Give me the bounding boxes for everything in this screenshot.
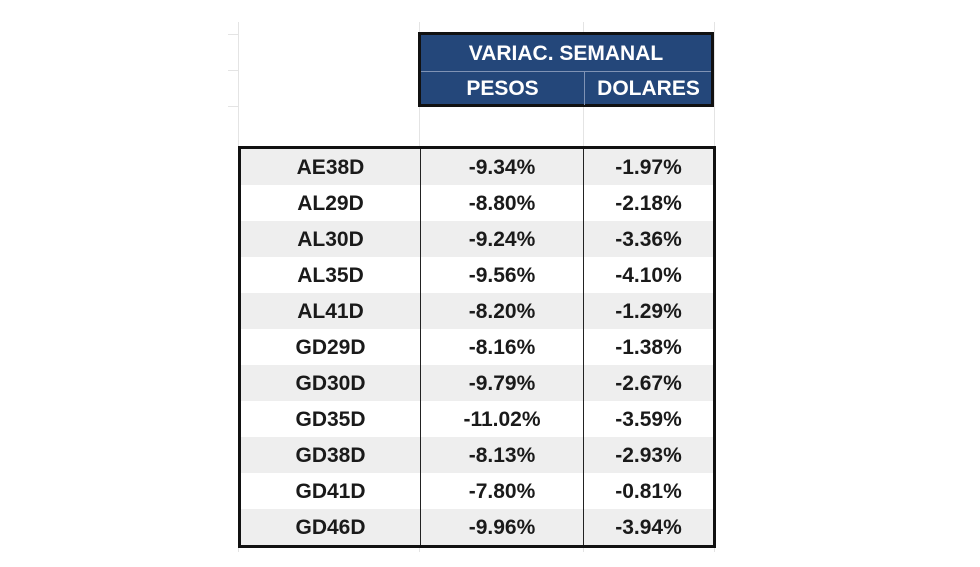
- pesos-cell: -8.80%: [421, 185, 584, 221]
- pesos-cell: -8.13%: [421, 437, 584, 473]
- pesos-cell: -8.20%: [421, 293, 584, 329]
- table-row: AL29D -8.80% -2.18%: [241, 185, 713, 221]
- table-row: AL30D -9.24% -3.36%: [241, 221, 713, 257]
- ticker-cell: AL30D: [241, 221, 421, 257]
- pesos-cell: -9.24%: [421, 221, 584, 257]
- header-title: VARIAC. SEMANAL: [421, 35, 711, 72]
- ticker-cell: GD38D: [241, 437, 421, 473]
- dolares-cell: -2.67%: [615, 372, 682, 395]
- ticker-cell: GD29D: [241, 329, 421, 365]
- ticker-cell: AL29D: [241, 185, 421, 221]
- gridline: [228, 70, 238, 71]
- dolares-cell: -3.36%: [615, 228, 682, 251]
- ticker-cell: GD35D: [241, 401, 421, 437]
- table-header: VARIAC. SEMANAL PESOS DOLARES: [418, 32, 714, 107]
- dolares-cell: -2.93%: [615, 444, 682, 467]
- pesos-cell: -8.16%: [421, 329, 584, 365]
- table-row: AL41D -8.20% -1.29%: [241, 293, 713, 329]
- table-row: GD41D -7.80% -0.81%: [241, 473, 713, 509]
- pesos-cell: -11.02%: [421, 401, 584, 437]
- pesos-cell: -9.56%: [421, 257, 584, 293]
- ticker-cell: AL35D: [241, 257, 421, 293]
- table-row: GD38D -8.13% -2.93%: [241, 437, 713, 473]
- dolares-cell: -4.10%: [615, 264, 682, 287]
- gridline: [228, 34, 238, 35]
- pesos-cell: -9.96%: [421, 509, 584, 545]
- ticker-cell: AL41D: [241, 293, 421, 329]
- ticker-cell: GD46D: [241, 509, 421, 545]
- pesos-cell: -9.79%: [421, 365, 584, 401]
- dolares-cell: -1.38%: [615, 336, 682, 359]
- ticker-cell: GD30D: [241, 365, 421, 401]
- table-row: GD46D -9.96% -3.94%: [241, 509, 713, 545]
- dolares-cell: -1.97%: [615, 156, 682, 179]
- table-row: GD29D -8.16% -1.38%: [241, 329, 713, 365]
- pesos-cell: -7.80%: [421, 473, 584, 509]
- header-columns: PESOS DOLARES: [421, 72, 711, 105]
- dolares-cell: -1.29%: [615, 300, 682, 323]
- table-row: GD30D -9.79% -2.67%: [241, 365, 713, 401]
- table-row: AL35D -9.56% -4.10%: [241, 257, 713, 293]
- data-table: AE38D -9.34% -1.97% AL29D -8.80% -2.18% AL30D -…: [238, 146, 716, 548]
- dolares-cell: -3.59%: [615, 408, 682, 431]
- table-row: AE38D -9.34% -1.97%: [241, 149, 713, 185]
- dolares-cell: -0.81%: [615, 480, 682, 503]
- dolares-cell: -2.18%: [615, 192, 682, 215]
- ticker-cell: AE38D: [241, 149, 421, 185]
- ticker-cell: GD41D: [241, 473, 421, 509]
- dolares-cell: -3.94%: [615, 516, 682, 539]
- pesos-cell: -9.34%: [421, 149, 584, 185]
- column-header-pesos: PESOS: [421, 72, 585, 105]
- gridline: [228, 106, 238, 107]
- column-header-dolares: DOLARES: [597, 77, 700, 100]
- table-row: GD35D -11.02% -3.59%: [241, 401, 713, 437]
